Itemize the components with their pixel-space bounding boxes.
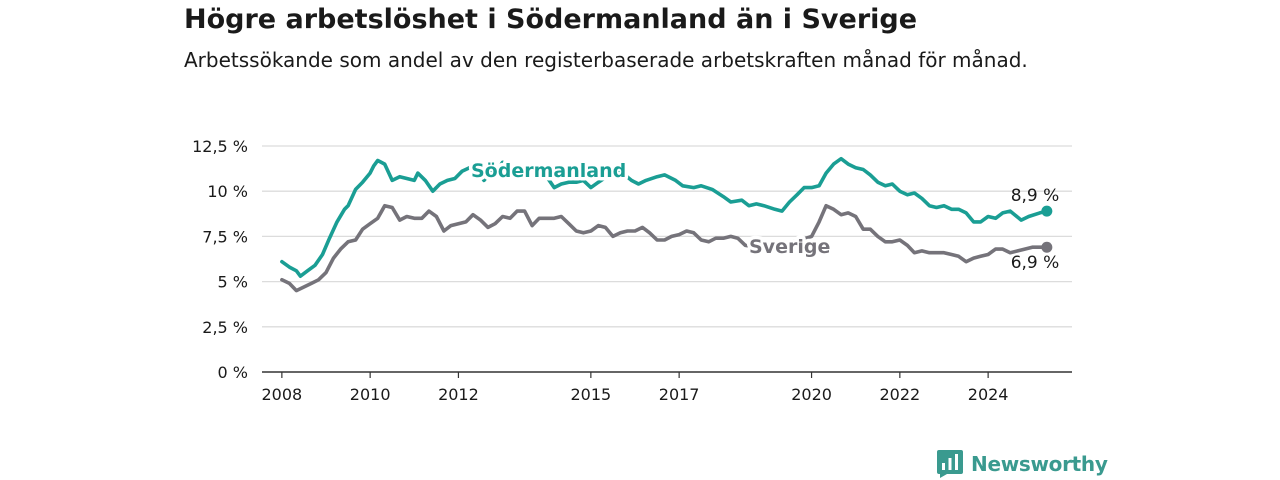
- end-point-sodermanland: [1041, 205, 1053, 217]
- y-tick-label: 2,5 %: [202, 318, 248, 337]
- series-line-sodermanland: [280, 156, 1049, 278]
- x-tick-label: 2022: [879, 385, 920, 404]
- chart-subtitle: Arbetssökande som andel av den registerb…: [184, 48, 1028, 72]
- x-tick-label: 2010: [350, 385, 391, 404]
- brand-logo: Newsworthy: [937, 449, 1108, 479]
- series-label-sverige: Sverige: [749, 236, 830, 258]
- x-tick-label: 2020: [791, 385, 832, 404]
- x-tick-label: 2015: [570, 385, 611, 404]
- y-tick-label: 0 %: [218, 363, 248, 382]
- x-tick-label: 2012: [438, 385, 479, 404]
- brand-name: Newsworthy: [971, 452, 1108, 476]
- y-tick-label: 10 %: [207, 182, 248, 201]
- chart-title: Högre arbetslöshet i Södermanland än i S…: [184, 4, 918, 35]
- x-axis-ticks: 2008 2010 2012 2015 2017 2020 2022 2024: [262, 372, 1009, 404]
- y-tick-label: 12,5 %: [192, 137, 248, 156]
- chart-logo-icon: [937, 450, 963, 478]
- end-point-sverige: [1041, 241, 1053, 253]
- y-tick-label: 7,5 %: [202, 227, 248, 246]
- x-tick-label: 2017: [659, 385, 700, 404]
- series-label-sodermanland: Södermanland: [471, 160, 626, 182]
- end-value-label-sodermanland: 8,9 %: [1011, 186, 1060, 206]
- series-labels: Södermanland Sverige 8,9 % 6,9 %: [468, 157, 1060, 274]
- end-value-label-sverige: 6,9 %: [1011, 253, 1060, 273]
- y-axis-ticks: 0 % 2,5 % 5 % 7,5 % 10 % 12,5 %: [192, 137, 248, 382]
- x-tick-label: 2024: [968, 385, 1009, 404]
- series-lines: [280, 156, 1053, 293]
- x-tick-label: 2008: [262, 385, 303, 404]
- line-chart: 0 %2,5 %5 %7,5 %10 %12,5 % 2008 2010 2012 2…: [192, 137, 1072, 404]
- grid-lines: [262, 145, 1072, 328]
- series-line-sverige: [280, 203, 1049, 293]
- y-tick-label: 5 %: [218, 273, 248, 292]
